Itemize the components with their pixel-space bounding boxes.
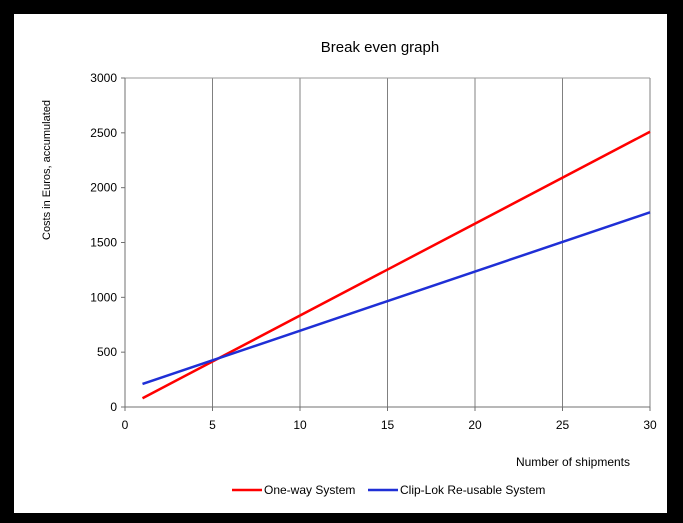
series-line-one-way-system: [141, 130, 651, 400]
x-tick-label: 25: [556, 418, 570, 432]
chart-title: Break even graph: [321, 39, 439, 56]
y-tick-label: 2500: [90, 126, 117, 140]
grid-layer: [125, 77, 651, 407]
x-axis-label: Number of shipments: [516, 455, 630, 469]
legend-label-1: Clip-Lok Re-usable System: [400, 483, 545, 497]
label-layer: Break even graph Costs in Euros, accumul…: [41, 39, 630, 469]
x-tick-label: 10: [293, 418, 307, 432]
x-tick-label: 5: [209, 418, 216, 432]
x-tick-label: 0: [122, 418, 129, 432]
series-layer: [141, 130, 651, 400]
y-tick-label: 0: [110, 400, 117, 414]
y-tick-label: 3000: [90, 71, 117, 85]
y-tick-label: 500: [97, 345, 117, 359]
axis-layer: 0 500 1000 1500 2000 2500 3000 0 5 10 15 20 25 30: [90, 71, 657, 432]
series-line-clip-lok-reusable-system: [142, 211, 651, 386]
x-tick-label: 30: [643, 418, 657, 432]
y-tick-label: 1500: [90, 236, 117, 250]
x-tick-label: 15: [381, 418, 395, 432]
x-tick-label: 20: [468, 418, 482, 432]
y-tick-label: 2000: [90, 181, 117, 195]
y-axis-label: Costs in Euros, accumulated: [41, 100, 53, 240]
legend: One-way System Clip-Lok Re-usable System: [232, 483, 545, 497]
y-tick-label: 1000: [90, 290, 117, 304]
legend-label-0: One-way System: [264, 483, 355, 497]
